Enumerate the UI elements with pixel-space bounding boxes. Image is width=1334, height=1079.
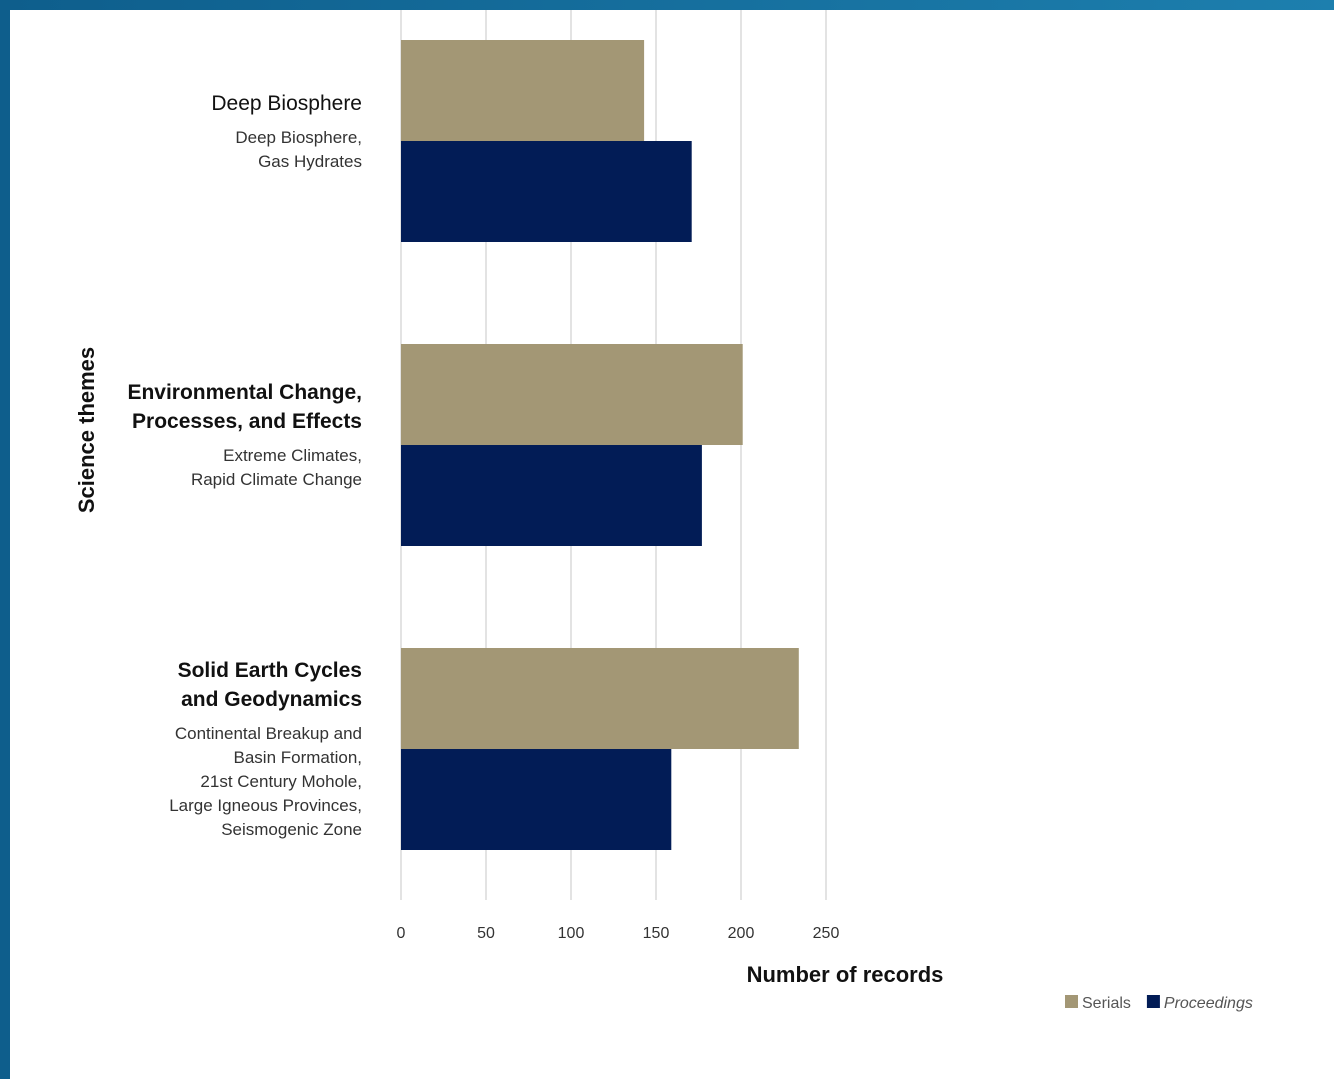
x-tick-label: 50 xyxy=(477,925,495,942)
category-subtitle: Continental Breakup and xyxy=(175,724,362,743)
bar-proceedings-2 xyxy=(401,749,672,850)
x-tick-label: 0 xyxy=(397,925,406,942)
bar-proceedings-1 xyxy=(401,445,702,546)
legend-swatch-serials xyxy=(1065,995,1078,1008)
category-title: Solid Earth Cycles xyxy=(178,659,362,682)
x-axis-title: Number of records xyxy=(747,962,944,987)
category-subtitle: Basin Formation, xyxy=(234,748,363,767)
category-subtitle: Seismogenic Zone xyxy=(221,820,362,839)
category-subtitle: Rapid Climate Change xyxy=(191,470,362,489)
category-title: Processes, and Effects xyxy=(132,410,362,433)
x-tick-label: 100 xyxy=(558,925,585,942)
legend-label-serials: Serials xyxy=(1082,995,1131,1012)
category-subtitle: 21st Century Mohole, xyxy=(200,772,362,791)
x-tick-label: 250 xyxy=(813,925,840,942)
bar-serials-1 xyxy=(401,344,743,445)
legend-label-proceedings: Proceedings xyxy=(1164,995,1253,1012)
category-title: Environmental Change, xyxy=(127,381,362,404)
bar-serials-0 xyxy=(401,40,645,141)
category-title: Deep Biosphere xyxy=(211,92,362,115)
category-subtitle: Deep Biosphere, xyxy=(235,128,362,147)
legend-swatch-proceedings xyxy=(1146,995,1160,1008)
category-title: and Geodynamics xyxy=(181,688,362,711)
x-tick-label: 150 xyxy=(643,925,670,942)
bar-serials-2 xyxy=(401,648,799,749)
y-axis-title: Science themes xyxy=(74,347,99,513)
category-subtitle: Gas Hydrates xyxy=(258,152,362,171)
category-subtitle: Large Igneous Provinces, xyxy=(169,796,362,815)
x-tick-label: 200 xyxy=(728,925,755,942)
bar-proceedings-0 xyxy=(401,141,692,242)
category-subtitle: Extreme Climates, xyxy=(223,446,362,465)
